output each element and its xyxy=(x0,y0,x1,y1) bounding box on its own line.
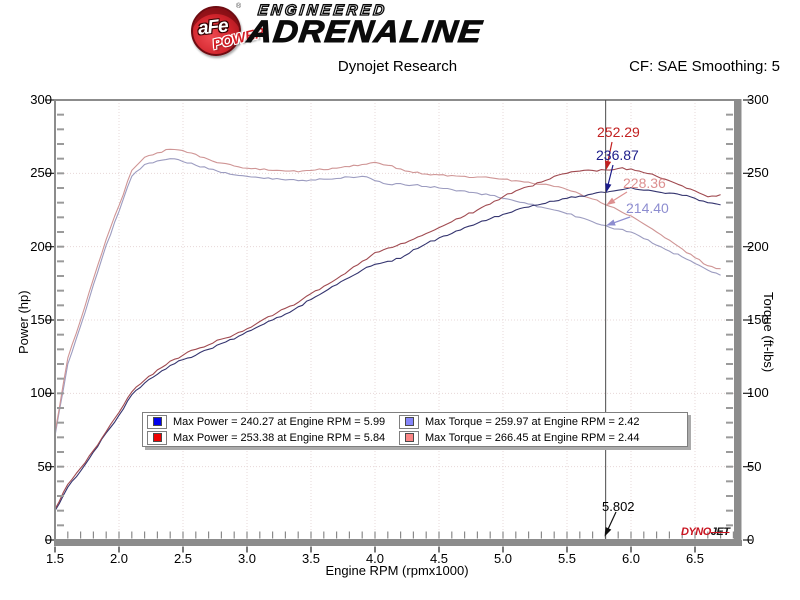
legend-swatch-cell xyxy=(147,430,167,445)
legend-row: Max Power = 240.27 at Engine RPM = 5.99 xyxy=(143,414,395,430)
legend-swatch-cell xyxy=(399,414,419,429)
y-tick-label-left: 50 xyxy=(37,458,52,474)
y-tick-label-right: 300 xyxy=(747,92,769,107)
legend-entry-max-power-blue: Max Power = 240.27 at Engine RPM = 5.99 xyxy=(173,415,386,428)
legend-entry-max-power-red: Max Power = 253.38 at Engine RPM = 5.84 xyxy=(173,431,386,444)
x-tick-label: 3.0 xyxy=(237,551,257,566)
dynojet-logo-jet: JET xyxy=(710,526,730,538)
legend-entry-max-torque-red: Max Torque = 266.45 at Engine RPM = 2.44 xyxy=(425,431,640,444)
legend-column-torque: Max Torque = 259.97 at Engine RPM = 2.42… xyxy=(395,413,639,446)
x-tick-label: 4.5 xyxy=(429,551,449,566)
cursor-value-power-blue: 236.87 xyxy=(596,147,639,163)
correction-factor-label: CF: SAE Smoothing: 5 xyxy=(629,58,780,75)
x-tick-label: 6.5 xyxy=(685,551,705,566)
legend-swatch-power-red xyxy=(152,433,162,442)
legend-swatch-power-blue xyxy=(152,417,162,426)
x-tick-label: 3.5 xyxy=(301,551,321,566)
y-tick-label-right: 50 xyxy=(747,458,762,474)
y-tick-label-right: 100 xyxy=(747,385,769,401)
afe-brand-logo: aFe ® POWER ENGINEERED ADRENALINE xyxy=(160,0,620,56)
chart-title: Dynojet Research xyxy=(337,58,458,75)
y-tick-label-left: 0 xyxy=(44,532,52,547)
y-tick-label-left: 250 xyxy=(30,165,52,181)
y-tick-label-left: 150 xyxy=(30,312,52,327)
x-tick-label: 1.5 xyxy=(45,551,65,566)
x-tick-label: 5.0 xyxy=(493,551,513,566)
x-tick-label: 2.5 xyxy=(173,551,193,566)
x-tick-label: 5.5 xyxy=(557,551,577,566)
x-tick-label: 4.0 xyxy=(365,551,385,566)
y-tick-label-right: 150 xyxy=(747,312,769,327)
registered-mark: ® xyxy=(236,3,242,10)
legend-swatch-torque-red xyxy=(404,433,414,442)
y-tick-label-right: 0 xyxy=(747,532,755,547)
dynojet-logo-dyno: DYNO xyxy=(681,526,711,538)
cursor-value-power-red: 252.29 xyxy=(597,124,640,140)
legend-row: Max Torque = 259.97 at Engine RPM = 2.42 xyxy=(395,414,639,430)
afe-logo-circle-icon xyxy=(191,6,241,56)
dynojet-logo: DYNOJET xyxy=(681,526,730,538)
legend-swatch-cell xyxy=(399,430,419,445)
y-axis-title-power: Power (hp) xyxy=(16,290,31,355)
legend-column-power: Max Power = 240.27 at Engine RPM = 5.99 … xyxy=(143,413,395,446)
legend-box: Max Power = 240.27 at Engine RPM = 5.99 … xyxy=(142,412,688,447)
y-tick-label-right: 250 xyxy=(747,165,769,181)
legend-entry-max-torque-blue: Max Torque = 259.97 at Engine RPM = 2.42 xyxy=(425,415,640,428)
y-tick-label-right: 200 xyxy=(747,238,769,254)
cursor-value-torque-red: 228.36 xyxy=(623,175,666,191)
y-axis-title-torque: Torque (ft-lbs) xyxy=(761,292,776,373)
legend-row: Max Torque = 266.45 at Engine RPM = 2.44 xyxy=(395,430,639,446)
legend-row: Max Power = 253.38 at Engine RPM = 5.84 xyxy=(143,430,395,446)
y-tick-label-left: 100 xyxy=(30,385,52,401)
x-tick-label: 2.0 xyxy=(109,551,129,566)
legend-swatch-torque-blue xyxy=(404,417,414,426)
legend-swatch-cell xyxy=(147,414,167,429)
x-axis-title: Engine RPM (rpmx1000) xyxy=(325,563,469,578)
y-tick-label-left: 200 xyxy=(30,238,52,254)
x-tick-label: 6.0 xyxy=(621,551,641,566)
cursor-value-torque-blue: 214.40 xyxy=(626,200,669,216)
y-tick-label-left: 300 xyxy=(30,92,52,107)
cursor-rpm-label: 5.802 xyxy=(602,499,635,514)
